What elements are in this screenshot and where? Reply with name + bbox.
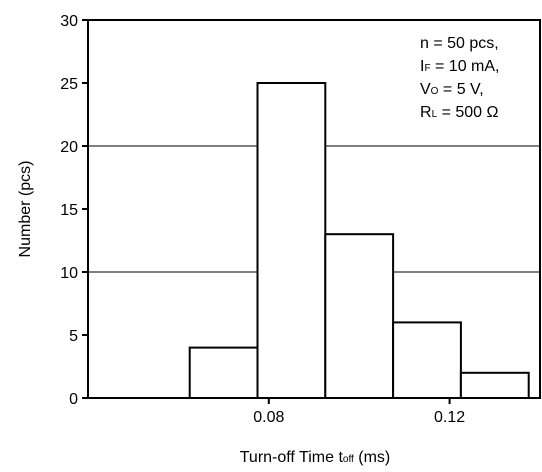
annotation-line-4: RL = 500 Ω xyxy=(420,104,499,121)
annotation-line-2: IF = 10 mA, xyxy=(420,58,499,75)
x-tick-label-2: 0.12 xyxy=(434,409,465,426)
annotation-line-1: n = 50 pcs, xyxy=(420,35,499,52)
histogram-bar-2 xyxy=(256,82,327,399)
y-tick-label-15: 15 xyxy=(60,202,78,219)
y-axis-ticks: 0 5 10 15 20 25 30 xyxy=(60,13,88,408)
y-tick-label-25: 25 xyxy=(60,76,78,93)
histogram-bar-1 xyxy=(188,346,259,400)
annotation-line-3: VO = 5 V, xyxy=(420,81,484,98)
x-axis-ticks: 0.08 0.12 xyxy=(253,398,465,426)
histogram-bar-4 xyxy=(392,321,462,399)
conditions-annotation: n = 50 pcs, IF = 10 mA, VO = 5 V, RL = 500 … xyxy=(420,35,499,121)
x-tick-label-1: 0.08 xyxy=(253,409,284,426)
y-tick-label-0: 0 xyxy=(69,391,78,408)
axis-labels: Turn-off Time toff (ms) Number (pcs) xyxy=(17,161,390,466)
y-tick-label-20: 20 xyxy=(60,139,78,156)
histogram-bar-5 xyxy=(459,371,530,399)
y-tick-label-30: 30 xyxy=(60,13,78,30)
bar-layer xyxy=(188,82,530,400)
y-tick-label-5: 5 xyxy=(69,328,78,345)
y-tick-label-10: 10 xyxy=(60,265,78,282)
histogram-bar-3 xyxy=(324,233,395,399)
x-axis-label: Turn-off Time toff (ms) xyxy=(240,449,391,466)
grid-layer xyxy=(88,145,540,273)
y-axis-label: Number (pcs) xyxy=(17,161,34,258)
